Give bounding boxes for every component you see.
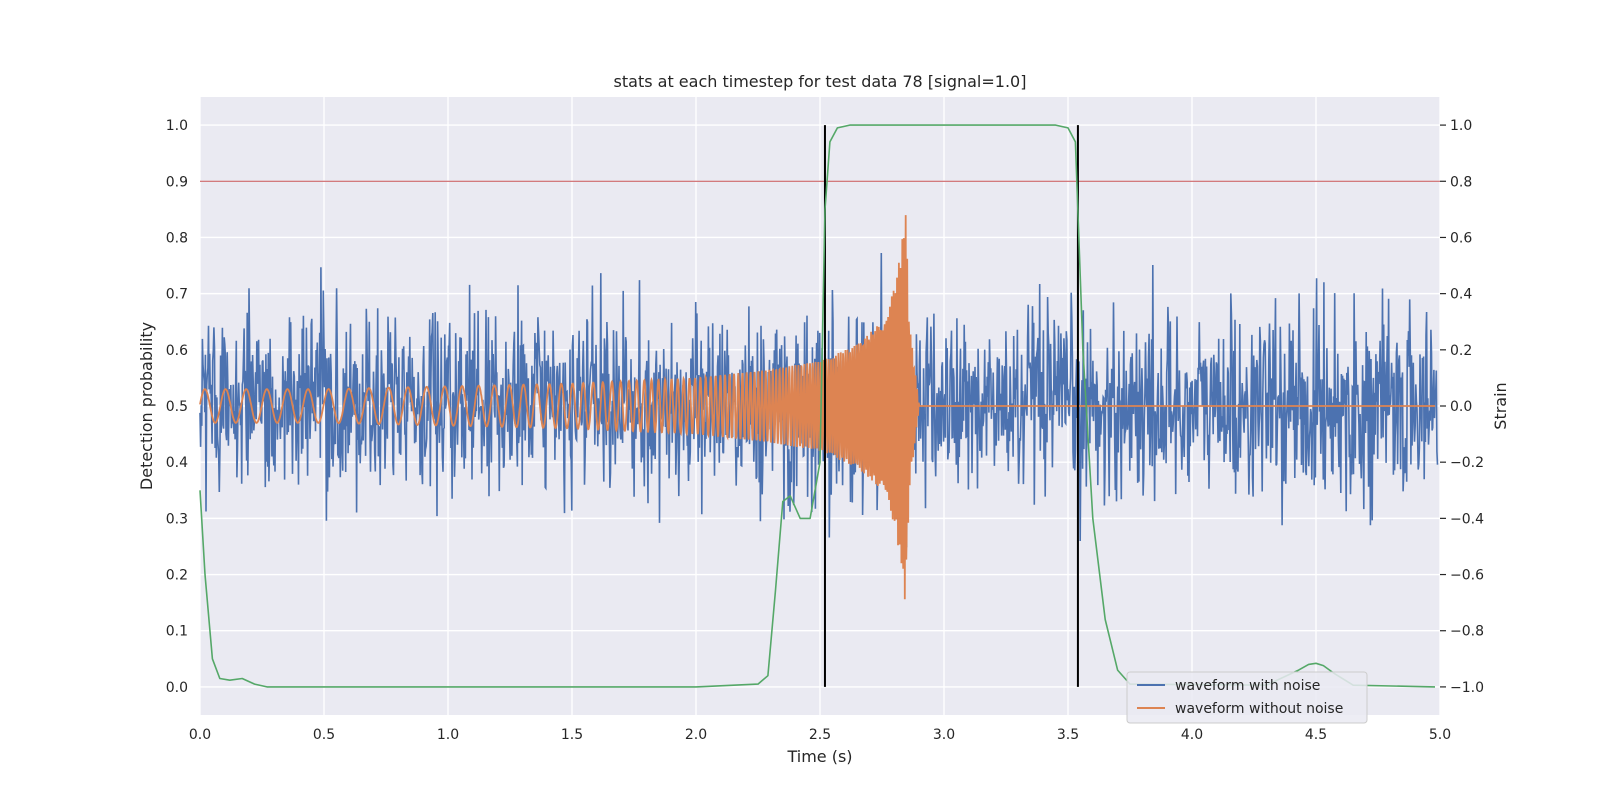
- y-tick-label-left: 0.2: [166, 568, 188, 584]
- y-tick-label-left: 0.3: [166, 511, 188, 527]
- legend: waveform with noise waveform without noi…: [1126, 671, 1368, 724]
- y-tick-label-right: −1.0: [1450, 680, 1484, 696]
- x-tick-label: 3.0: [933, 727, 955, 743]
- y-tick-label-right: −0.6: [1450, 568, 1484, 584]
- y-tick-label-right: −0.8: [1450, 624, 1484, 640]
- y-tick-label-left: 0.9: [166, 174, 188, 190]
- y-tick-label-left: 0.1: [166, 624, 188, 640]
- y-tick-label-left: 0.7: [166, 287, 188, 303]
- y-tick-label-left: 0.0: [166, 680, 188, 696]
- x-tick-label: 1.5: [561, 727, 583, 743]
- y-axis-label-left: Detection probability: [137, 322, 156, 490]
- y-tick-label-right: −0.2: [1450, 455, 1484, 471]
- x-tick-label: 1.0: [437, 727, 459, 743]
- y-tick-label-right: 0.8: [1450, 174, 1472, 190]
- legend-label-with-noise: waveform with noise: [1175, 678, 1320, 694]
- x-tick-label: 4.0: [1181, 727, 1203, 743]
- y-tick-label-right: 0.6: [1450, 230, 1472, 246]
- series-waveform-without-noise: [199, 215, 1435, 600]
- x-tick-label: 2.5: [809, 727, 831, 743]
- legend-box: [1126, 671, 1368, 724]
- x-tick-label: 5.0: [1429, 727, 1451, 743]
- x-tick-label: 0.0: [189, 727, 211, 743]
- x-tick-label: 0.5: [313, 727, 335, 743]
- x-axis-label: Time (s): [786, 747, 852, 766]
- x-tick-label: 3.5: [1057, 727, 1079, 743]
- y-axis-label-right: Strain: [1491, 382, 1510, 429]
- y-tick-label-left: 0.4: [166, 455, 188, 471]
- series-waveform-with-noise: [199, 252, 1439, 548]
- y-tick-label-left: 0.5: [166, 399, 188, 415]
- y-tick-label-left: 1.0: [166, 118, 188, 134]
- y-tick-label-right: 0.4: [1450, 287, 1472, 303]
- x-tick-label: 2.0: [685, 727, 707, 743]
- legend-label-without-noise: waveform without noise: [1175, 701, 1343, 717]
- y-tick-label-right: 1.0: [1450, 118, 1472, 134]
- y-tick-label-left: 0.8: [166, 230, 188, 246]
- y-tick-label-right: 0.0: [1450, 399, 1472, 415]
- y-tick-label-left: 0.6: [166, 343, 188, 359]
- axes: 0.0 0.5 1.0 1.5 2.0 2.5 3.0 3.5 4.0 4.5 5.0 0.0 0.1 0…: [166, 118, 1484, 743]
- chart-title: stats at each timestep for test data 78 …: [614, 72, 1027, 91]
- y-tick-label-right: 0.2: [1450, 343, 1472, 359]
- y-tick-label-right: −0.4: [1450, 511, 1484, 527]
- x-tick-label: 4.5: [1305, 727, 1327, 743]
